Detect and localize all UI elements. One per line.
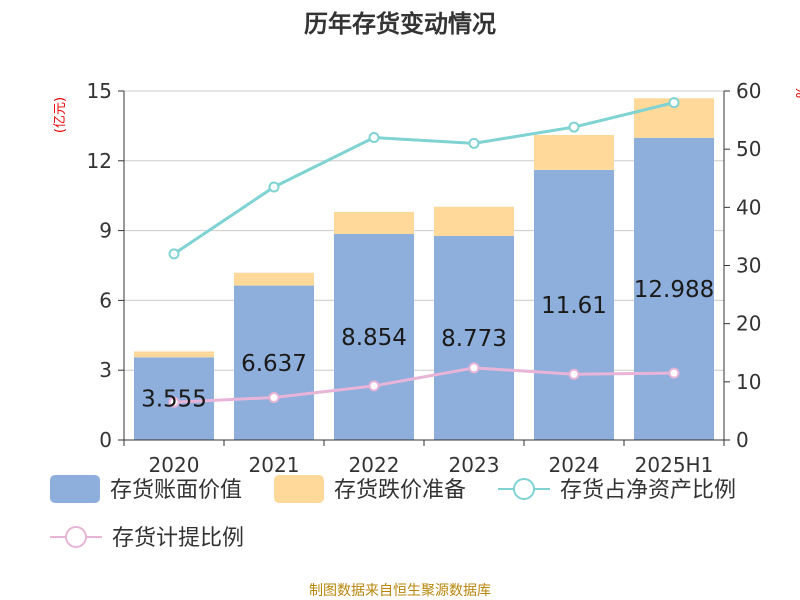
line-net-asset-ratio [173,101,675,256]
axes: 0 3 6 9 12 15 0 10 20 30 40 50 60 2020 2021 2022 2023 202… [87,79,762,477]
x-tick-label-2024: 2024 [549,453,600,477]
left-tick-label: 6 [99,288,112,312]
point-provision-ratio-2020 [168,396,180,408]
point-net-asset-ratio-2024 [568,121,580,133]
bar-impairment-2024 [534,134,614,170]
legend-label-1: 存货跌价准备 [334,478,466,503]
legend-label-2: 存货占净资产比例 [560,478,736,503]
right-tick-label: 30 [736,254,761,278]
left-tick-label: 3 [99,358,112,382]
right-tick-label: 60 [736,79,761,103]
legend-swatch-1 [274,475,324,503]
x-tick-label-2023: 2023 [449,453,500,477]
point-net-asset-ratio-2023 [468,137,480,149]
point-provision-ratio-2021 [268,392,280,404]
right-tick-label: 50 [736,137,761,161]
line-provision-ratio [173,366,675,404]
bar-value-label-2020: 3.555 [141,387,207,413]
data-source-note: 制图数据来自恒生聚源数据库 [309,583,491,599]
legend-marker-3 [65,526,87,548]
bar-value-label-2022: 8.854 [341,325,407,351]
left-axis-unit: (亿元) [53,97,68,133]
right-tick-label: 10 [736,370,761,394]
bar-impairment-2020 [134,351,214,358]
legend-marker-2 [513,478,535,500]
right-tick-label: 40 [736,195,761,219]
left-tick-label: 9 [99,219,112,243]
right-tick-label: 20 [736,312,761,336]
point-provision-ratio-2024 [568,368,580,380]
point-net-asset-ratio-2021 [268,181,280,193]
line-series [168,97,680,408]
bar-book-value-2025H1 [634,137,714,440]
point-provision-ratio-2023 [468,362,480,374]
bar-impairment-2023 [434,206,514,236]
bar-value-label-2024: 11.61 [541,293,607,319]
bar-data-labels: 3.555 6.637 8.854 8.773 11.61 12.988 [141,277,714,413]
point-net-asset-ratio-2020 [168,248,180,260]
legend-label-3: 存货计提比例 [112,526,244,551]
bar-book-value-2024 [534,169,614,440]
legend-label-0: 存货账面价值 [110,478,242,503]
chart-title: 历年存货变动情况 [304,10,496,38]
bar-book-value-2021 [234,285,314,440]
right-axis-unit: % [792,86,800,98]
point-net-asset-ratio-2022 [368,132,380,144]
bar-book-value-2022 [334,233,414,440]
legend-swatch-0 [50,475,100,503]
x-tick-label-2025H1: 2025H1 [635,453,714,477]
bar-series [134,98,714,440]
bar-value-label-2021: 6.637 [241,351,307,377]
point-provision-ratio-2022 [368,380,380,392]
x-tick-label-2022: 2022 [349,453,400,477]
x-tick-label-2020: 2020 [149,453,200,477]
bar-value-label-2023: 8.773 [441,326,507,352]
bar-value-label-2025H1: 12.988 [634,277,714,303]
bar-impairment-2022 [334,211,414,234]
point-net-asset-ratio-2025H1 [668,97,680,109]
left-tick-label: 0 [99,428,112,452]
left-tick-label: 15 [87,79,112,103]
x-tick-label-2021: 2021 [249,453,300,477]
left-tick-label: 12 [87,149,112,173]
bar-impairment-2021 [234,272,314,286]
point-provision-ratio-2025H1 [668,367,680,379]
right-tick-label: 0 [736,428,749,452]
bar-book-value-2023 [434,235,514,440]
